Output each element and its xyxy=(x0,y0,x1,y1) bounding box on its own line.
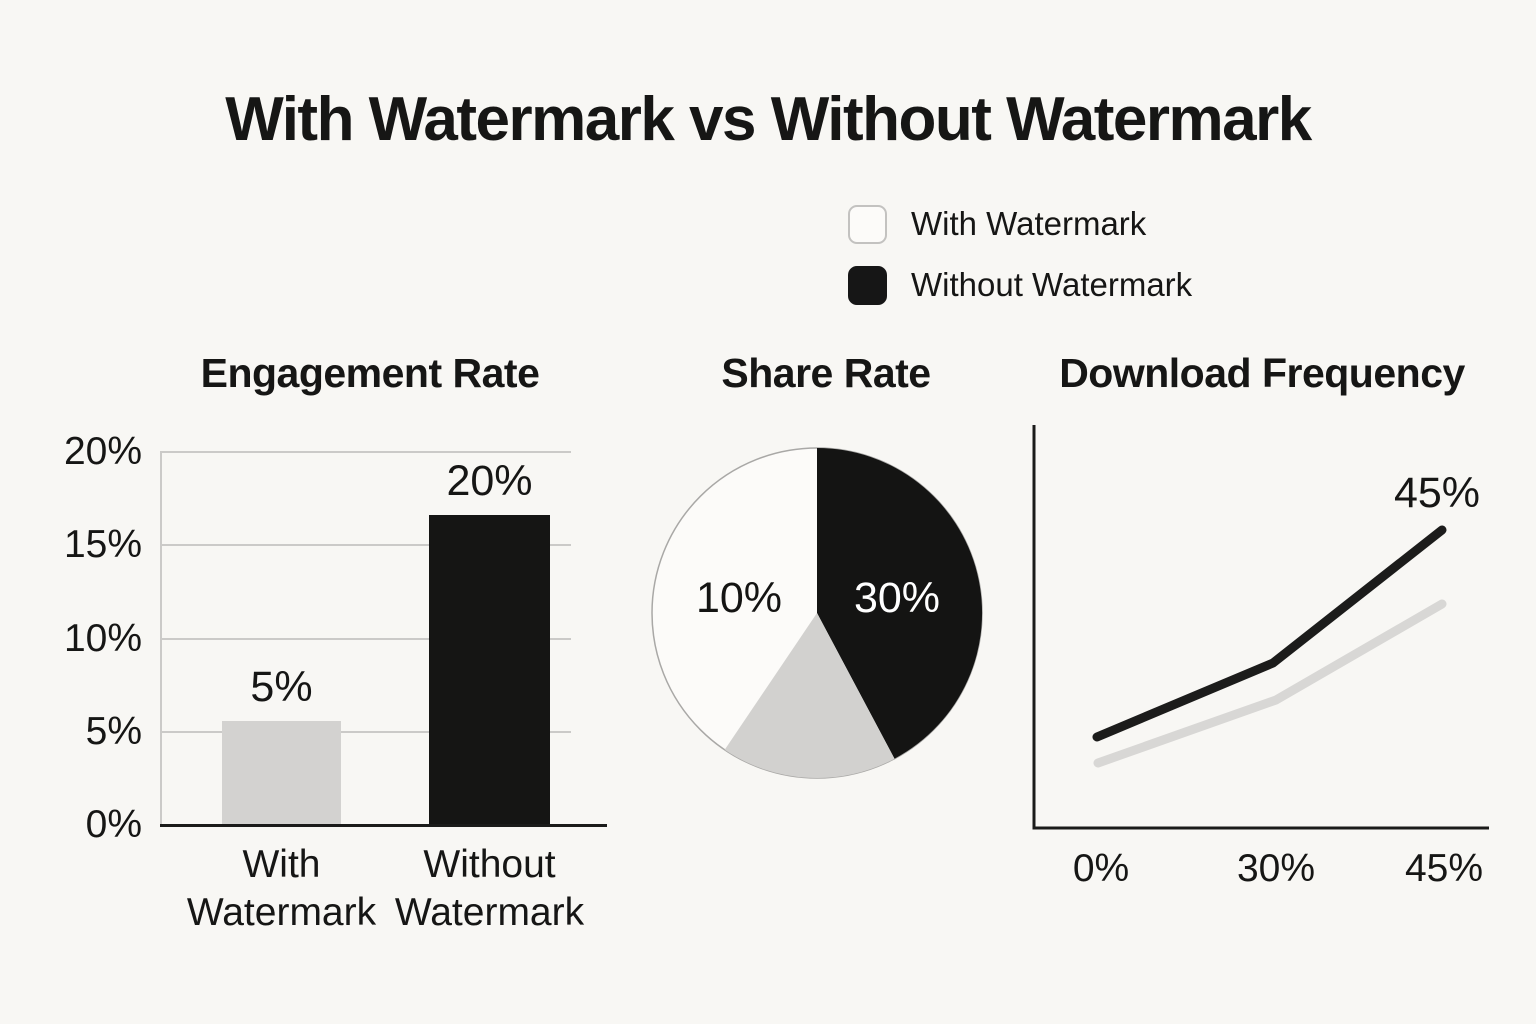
bar-value-label: 20% xyxy=(446,457,533,506)
pie-label-10-: 10% xyxy=(695,574,783,622)
legend-label: Without Watermark xyxy=(911,266,1193,303)
line-chart-axes xyxy=(1032,425,1489,830)
y-tick-label: 20% xyxy=(63,430,142,473)
x-axis xyxy=(160,824,607,827)
line-chart-title: Download Frequency xyxy=(1059,350,1465,396)
y-tick-label: 10% xyxy=(63,616,142,660)
pie-svg xyxy=(651,447,983,779)
y-gridline xyxy=(160,730,571,733)
legend-item-with-watermark: With Watermark xyxy=(848,203,1192,245)
line-svg xyxy=(1032,425,1489,830)
line-series-without-watermark xyxy=(1092,525,1447,742)
bar-without-watermark xyxy=(429,515,550,825)
y-tick-label: 15% xyxy=(63,523,142,567)
pie-slice-10- xyxy=(651,447,983,779)
y-tick-label: 5% xyxy=(85,709,142,753)
x-tick-label: 0% xyxy=(1072,847,1130,890)
legend-item-without-watermark: Without Watermark xyxy=(848,264,1192,306)
bar-chart-title: Engagement Rate xyxy=(200,350,540,396)
y-gridline xyxy=(160,637,571,640)
legend-label: With Watermark xyxy=(911,205,1147,242)
legend: With Watermark Without Watermark xyxy=(848,203,1192,325)
bar-category-label: With Watermark xyxy=(186,843,377,934)
bar-with-watermark xyxy=(222,720,341,825)
pie-slice-30- xyxy=(817,448,983,759)
y-tick-label: 0% xyxy=(85,803,142,846)
bar-category-label: Without Watermark xyxy=(394,843,585,934)
y-gridline xyxy=(160,544,571,547)
legend-swatch-with-watermark-icon xyxy=(848,204,887,244)
plot-left-border xyxy=(160,452,162,825)
page-title: With Watermark vs Without Watermark xyxy=(225,85,1312,154)
y-gridline xyxy=(160,451,571,453)
pie-chart-title: Share Rate xyxy=(721,350,931,396)
x-tick-label: 45% xyxy=(1404,847,1484,890)
pie-slice-1 xyxy=(724,613,895,779)
pie-label-30-: 30% xyxy=(853,574,941,622)
bar-value-label: 5% xyxy=(250,662,313,711)
legend-swatch-without-watermark-icon xyxy=(848,265,887,305)
line-series-with-watermark xyxy=(1093,599,1447,768)
x-tick-label: 30% xyxy=(1236,847,1316,890)
line-annotation: 45% xyxy=(1393,469,1481,517)
